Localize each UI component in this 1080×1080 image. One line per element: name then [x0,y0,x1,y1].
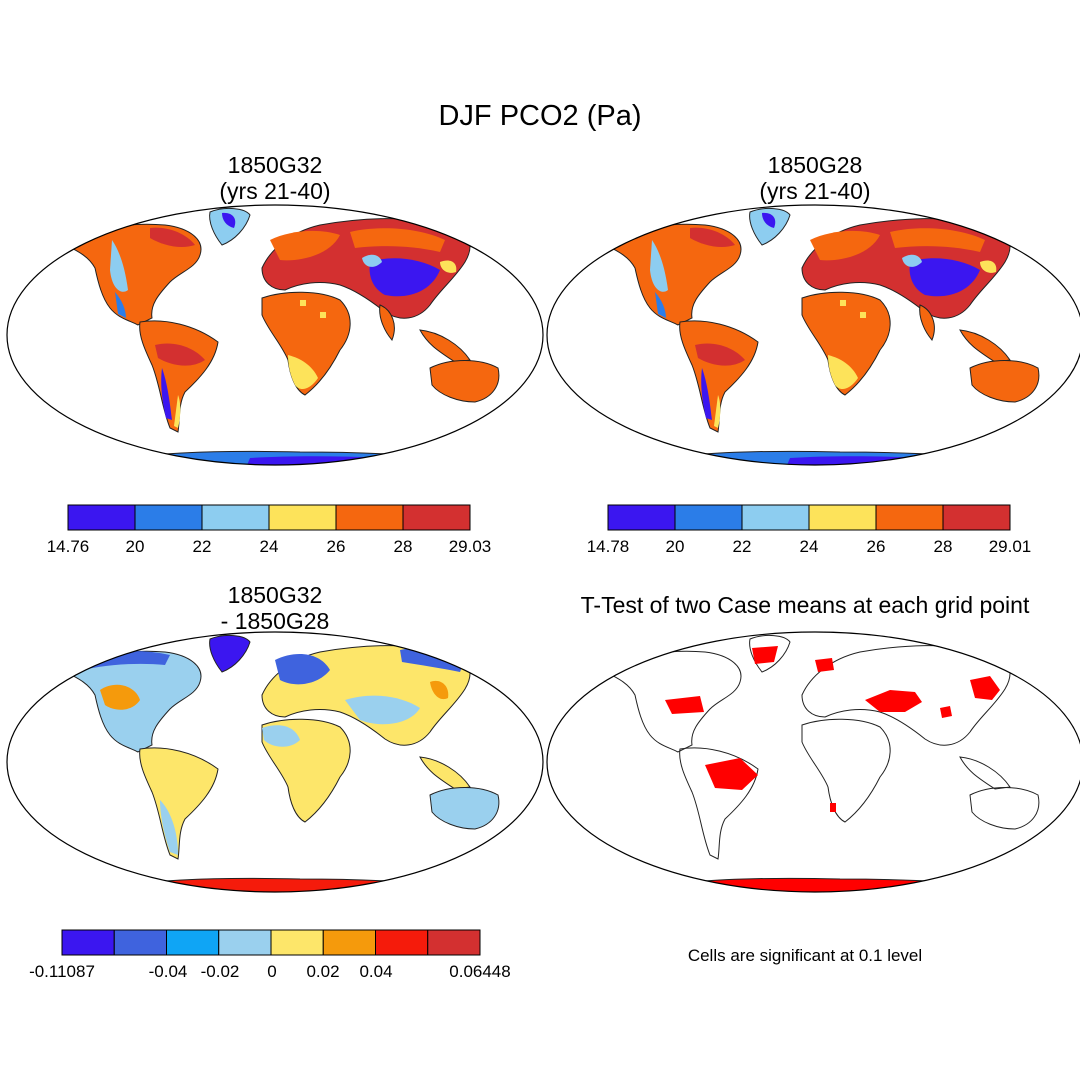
colorbar-label: 24 [800,537,819,556]
panel2-title: 1850G28 (yrs 21-40) [690,152,940,204]
colorbar-box [808,504,877,531]
panel3-title-line2: - 1850G28 [220,608,330,634]
main-title: DJF PCO2 (Pa) [438,100,642,132]
colorbar-box [741,504,810,531]
colorbar-box [875,504,944,531]
colorbar-box [268,504,337,531]
colorbar-box [113,929,167,956]
significance-note: Cells are significant at 0.1 level [687,946,923,965]
panel3-title-line1: 1850G32 [227,582,323,608]
panel3-title: 1850G32 - 1850G28 [150,582,400,634]
colorbar-label: 0.02 [306,962,339,981]
colorbar-box [335,504,404,531]
north-america [58,223,202,326]
colorbar-label: 28 [394,537,413,556]
colorbar-label: 28 [934,537,953,556]
colorbar-box [218,929,272,956]
panel1-title: 1850G32 (yrs 21-40) [150,152,400,204]
panel1-title-line2: (yrs 21-40) [219,178,331,204]
colorbar-box [402,504,471,531]
colorbar-label: 26 [867,537,886,556]
colorbar-label: 26 [327,537,346,556]
colorbar-box [607,504,676,531]
panel2-title-line2: (yrs 21-40) [759,178,871,204]
colorbar-box [942,504,1011,531]
colorbar-label: 14.76 [47,537,90,556]
colorbar-label: 0.06448 [449,962,510,981]
colorbar-box [166,929,220,956]
colorbar-label: 14.78 [587,537,630,556]
colorbar-label: 24 [260,537,279,556]
colorbar-label: -0.02 [201,962,240,981]
colorbar-label: 0.04 [359,962,392,981]
colorbar-box [134,504,203,531]
colorbar-label: -0.11087 [29,962,95,981]
colorbar-box [427,929,481,956]
colorbar-box [67,504,136,531]
colorbar-box [61,929,115,956]
colorbar-label: 20 [126,537,145,556]
colorbar-box [674,504,743,531]
panel2-title-line1: 1850G28 [767,152,863,178]
colorbar-box [322,929,376,956]
colorbar-label: -0.04 [149,962,188,981]
australia [429,360,500,403]
panel4-title: T-Test of two Case means at each grid po… [580,592,1030,618]
colorbar-label: 29.03 [449,537,492,556]
colorbar-label: 22 [193,537,212,556]
colorbar-box [270,929,324,956]
colorbar-box [201,504,270,531]
colorbar-label: 22 [733,537,752,556]
colorbar-label: 0 [267,962,276,981]
panel1-title-line1: 1850G32 [227,152,323,178]
colorbar-label: 20 [666,537,685,556]
colorbar-box [375,929,429,956]
greenland [209,207,251,246]
colorbar-label: 29.01 [989,537,1032,556]
africa [261,291,351,396]
